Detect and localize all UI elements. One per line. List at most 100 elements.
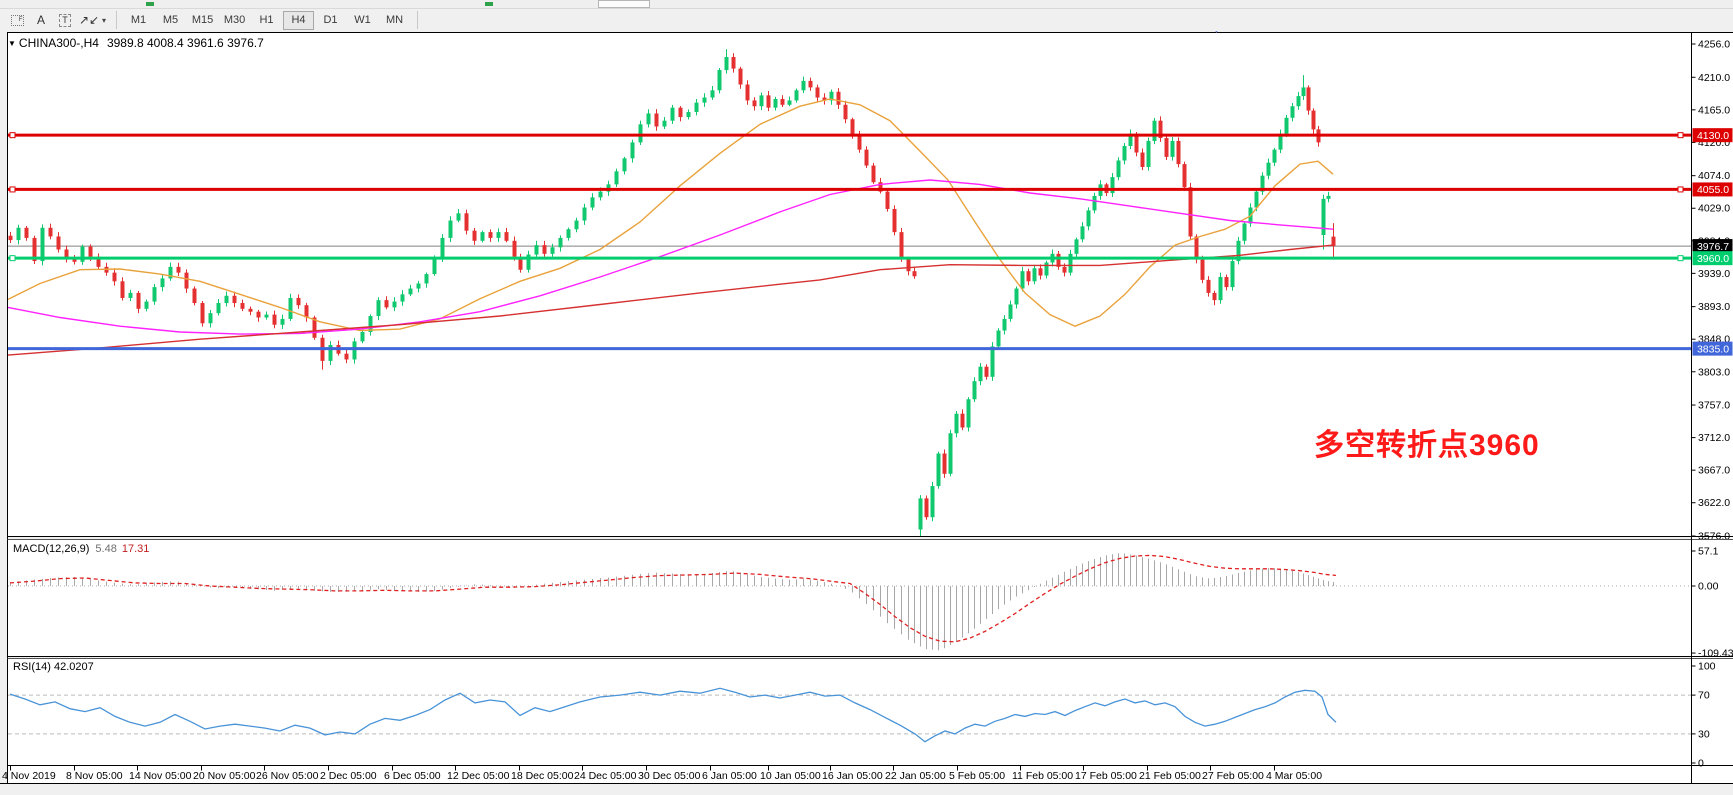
rsi-panel[interactable] [8,659,1691,765]
upper-toolbar-remnant [0,0,1733,9]
chevron-down-icon[interactable]: ▾ [102,15,107,25]
macd-signal-line [9,554,1337,643]
toolbar-sliver-icon [146,2,154,6]
macd-name: MACD(12,26,9) [13,543,90,555]
svg-text:4210.0: 4210.0 [1698,72,1730,84]
text-label-icon[interactable]: T [54,11,76,29]
toolbar-sliver-icon [485,2,493,6]
time-label: 27 Feb 05:00 [1202,770,1264,782]
toolbar-separator [116,11,118,29]
time-label: 24 Dec 05:00 [574,770,637,782]
timeframe-button-w1[interactable]: W1 [354,14,371,26]
time-label: 26 Nov 05:00 [256,770,319,782]
time-label: 18 Dec 05:00 [511,770,574,782]
svg-text:4256.0: 4256.0 [1698,39,1730,51]
chart-text-annotation: 多空转折点3960 [1314,429,1540,462]
time-label: 30 Dec 05:00 [638,770,701,782]
svg-text:4029.0: 4029.0 [1698,203,1730,215]
timeframe-button-d1[interactable]: D1 [323,14,338,26]
macd-hist-value: 5.48 [95,543,117,555]
svg-text:3667.0: 3667.0 [1698,465,1730,477]
time-label: 14 Nov 05:00 [129,770,192,782]
time-label: 5 Feb 05:00 [949,770,1005,782]
hline-handle[interactable] [9,186,16,193]
timeframe-button-m30[interactable]: M30 [223,14,246,26]
svg-text:30: 30 [1698,728,1710,740]
svg-text:-109.43: -109.43 [1698,648,1733,660]
time-label: 4 Nov 2019 [2,770,56,782]
svg-text:4165.0: 4165.0 [1698,104,1730,116]
toolbar-separator [417,11,419,29]
svg-text:3939.0: 3939.0 [1698,268,1730,280]
time-label: 21 Feb 05:00 [1139,770,1201,782]
time-label: 2 Dec 05:00 [320,770,377,782]
timeframe-group: M1 M5 M15 M30 H1 H4 D1 W1 MN [123,10,411,30]
svg-text:4130.0: 4130.0 [1697,130,1729,142]
toolbar-mini-box [598,0,650,8]
svg-text:3712.0: 3712.0 [1698,432,1730,444]
main-chart-layer [7,49,1691,537]
price-badge-3976.7 [1692,239,1733,254]
time-label: 20 Nov 05:00 [193,770,256,782]
svg-text:3803.0: 3803.0 [1698,366,1730,378]
rsi-layer [8,687,1691,743]
rsi-line [9,687,1337,743]
chart-title: ▼ CHINA300-,H4 3989.8 4008.4 3961.6 3976.7 [8,36,264,50]
axes-layer: 4256.04210.04165.04120.04074.04029.03984… [0,32,1733,784]
candles-layer [8,49,1336,537]
insert-text-icon[interactable]: A [36,13,45,27]
fibonacci-icon[interactable]: F [6,11,28,29]
hline-handle[interactable] [9,255,16,262]
price-badge-3835.0 [1692,341,1733,356]
price-badge-4130.0 [1692,128,1733,143]
svg-text:100: 100 [1698,661,1716,673]
svg-text:3893.0: 3893.0 [1698,301,1730,313]
time-label: 10 Jan 05:00 [760,770,821,782]
time-axis-area [8,766,1733,783]
ohlc-values: 3989.8 4008.4 3961.6 3976.7 [106,36,264,50]
time-label: 8 Nov 05:00 [66,770,123,782]
price-badge-4055.0 [1692,182,1733,197]
timeframe-button-m1[interactable]: M1 [130,14,147,26]
hline-handle[interactable] [9,132,16,139]
svg-text:3835.0: 3835.0 [1697,343,1729,355]
svg-text:0: 0 [1698,758,1704,770]
time-label: 12 Dec 05:00 [447,770,510,782]
arrow-objects-icon[interactable]: ↗↙ [78,13,100,27]
time-label: 16 Jan 05:00 [822,770,883,782]
time-label: 17 Feb 05:00 [1075,770,1137,782]
macd-panel[interactable] [8,540,1691,656]
svg-text:3757.0: 3757.0 [1698,400,1730,412]
timeframe-button-m15[interactable]: M15 [191,14,214,26]
time-label: 22 Jan 05:00 [885,770,946,782]
macd-layer [8,553,1691,651]
time-label: 6 Jan 05:00 [702,770,757,782]
svg-text:57.1: 57.1 [1698,546,1719,558]
svg-text:3976.7: 3976.7 [1697,241,1729,253]
hline-handle[interactable] [1677,255,1684,262]
svg-text:3960.0: 3960.0 [1697,253,1729,265]
timeframe-button-h1[interactable]: H1 [259,14,274,26]
timeframe-button-mn[interactable]: MN [385,14,404,26]
svg-text:4074.0: 4074.0 [1698,170,1730,182]
time-label: 11 Feb 05:00 [1012,770,1073,782]
svg-text:4055.0: 4055.0 [1697,184,1729,196]
price-badge-3960.0 [1692,251,1733,266]
timeframe-button-m5[interactable]: M5 [162,14,179,26]
macd-indicator-label: MACD(12,26,9) 5.48 17.31 [13,543,149,555]
svg-text:3622.0: 3622.0 [1698,497,1730,509]
drawing-tools-group: F A T ↗↙ [6,11,102,29]
time-label: 4 Mar 05:00 [1266,770,1322,782]
svg-text:0.00: 0.00 [1698,581,1719,593]
main-chart-panel[interactable] [8,33,1691,536]
chart-toolbar: F A T ↗↙ ▾ M1 M5 M15 M30 H1 H4 D1 W1 MN [0,9,1733,31]
rsi-indicator-label: RSI(14) 42.0207 [13,661,94,673]
ma-line-fast-orange [7,98,1334,332]
collapse-triangle-icon[interactable]: ▼ [8,39,16,48]
hline-handle[interactable] [1677,186,1684,193]
time-label: 6 Dec 05:00 [384,770,441,782]
hline-handle[interactable] [1677,132,1684,139]
macd-signal-value: 17.31 [121,543,150,555]
timeframe-button-h4[interactable]: H4 [283,10,315,30]
